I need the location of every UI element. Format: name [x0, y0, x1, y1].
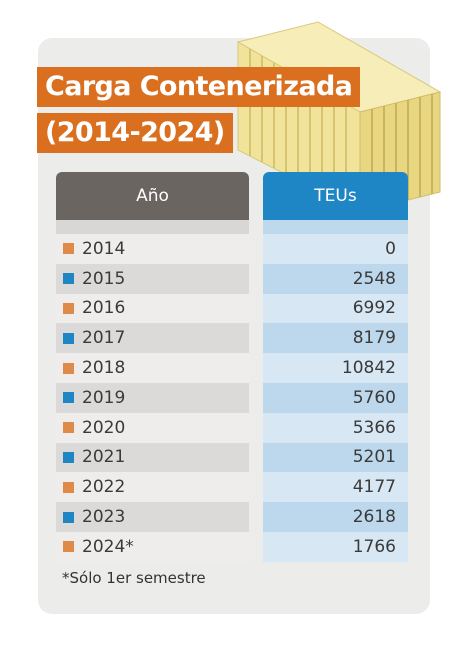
year-cell: 2020: [56, 412, 249, 443]
table-row: 2023 2618: [56, 502, 408, 532]
legend-square-icon: [63, 332, 74, 344]
table-row: 2022 4177: [56, 472, 408, 503]
teus-value: 0: [385, 238, 396, 259]
year-label: 2024*: [82, 536, 134, 557]
teus-cell: 0: [263, 234, 408, 264]
year-label: 2018: [82, 358, 126, 379]
teus-cell: 2618: [263, 502, 408, 532]
legend-square-icon: [63, 422, 74, 434]
legend-square-icon: [63, 511, 74, 523]
year-label: 2015: [82, 268, 126, 289]
table-row: 2019 5760: [56, 382, 408, 413]
teus-value: 2618: [352, 507, 396, 528]
table-row: 2015 2548: [56, 263, 408, 294]
teus-value: 10842: [341, 358, 396, 379]
teus-value: 5201: [352, 447, 396, 468]
chart-title-line-1: Carga Contenerizada: [37, 67, 361, 107]
year-label: 2017: [82, 328, 126, 349]
table-row: 2020 5366: [56, 412, 408, 443]
year-label: 2021: [82, 447, 126, 468]
teus-value: 8179: [352, 328, 396, 349]
teus-cell: 1766: [263, 531, 408, 562]
year-label: 2014: [82, 238, 126, 259]
legend-square-icon: [63, 541, 74, 553]
year-cell: 2024*: [56, 531, 249, 562]
teus-value: 4177: [352, 477, 396, 498]
year-cell: 2019: [56, 382, 249, 413]
teus-value: 2548: [352, 268, 396, 289]
teus-cell: 5201: [263, 442, 408, 473]
table-row: 2017 8179: [56, 323, 408, 354]
legend-square-icon: [63, 481, 74, 493]
teus-value: 1766: [352, 536, 396, 557]
column-header-teus: TEUs: [263, 172, 408, 220]
table-row: 2014 0: [56, 234, 408, 264]
legend-square-icon: [63, 451, 74, 463]
legend-square-icon: [63, 362, 74, 374]
header-band-year: [56, 220, 249, 234]
year-label: 2022: [82, 477, 126, 498]
year-cell: 2014: [56, 234, 249, 264]
table-row: 2024* 1766: [56, 531, 408, 562]
teus-cell: 5760: [263, 382, 408, 413]
table-row: 2018 10842: [56, 353, 408, 383]
teus-value: 5760: [352, 387, 396, 408]
teus-cell: 10842: [263, 353, 408, 383]
teus-value: 6992: [352, 298, 396, 319]
table-row: 2016 6992: [56, 293, 408, 324]
teus-cell: 8179: [263, 323, 408, 354]
footnote: *Sólo 1er semestre: [62, 569, 206, 587]
year-label: 2020: [82, 417, 126, 438]
year-cell: 2015: [56, 263, 249, 294]
legend-square-icon: [63, 392, 74, 404]
teus-cell: 5366: [263, 412, 408, 443]
year-cell: 2023: [56, 502, 249, 532]
data-table-body: 2014 0 2015 2548 2016 6992 2017 8179 2018 10842 20…: [56, 234, 408, 562]
column-header-year: Año: [56, 172, 249, 220]
year-cell: 2017: [56, 323, 249, 354]
teus-cell: 6992: [263, 293, 408, 324]
year-cell: 2021: [56, 442, 249, 473]
teus-value: 5366: [352, 417, 396, 438]
legend-square-icon: [63, 243, 74, 255]
year-label: 2016: [82, 298, 126, 319]
year-cell: 2018: [56, 353, 249, 383]
table-row: 2021 5201: [56, 442, 408, 473]
year-label: 2023: [82, 507, 126, 528]
teus-cell: 4177: [263, 472, 408, 503]
year-cell: 2022: [56, 472, 249, 503]
year-cell: 2016: [56, 293, 249, 324]
header-band-teus: [263, 220, 408, 234]
legend-square-icon: [63, 302, 74, 314]
teus-cell: 2548: [263, 263, 408, 294]
legend-square-icon: [63, 273, 74, 285]
year-label: 2019: [82, 387, 126, 408]
chart-title-line-2: (2014-2024): [37, 113, 233, 153]
